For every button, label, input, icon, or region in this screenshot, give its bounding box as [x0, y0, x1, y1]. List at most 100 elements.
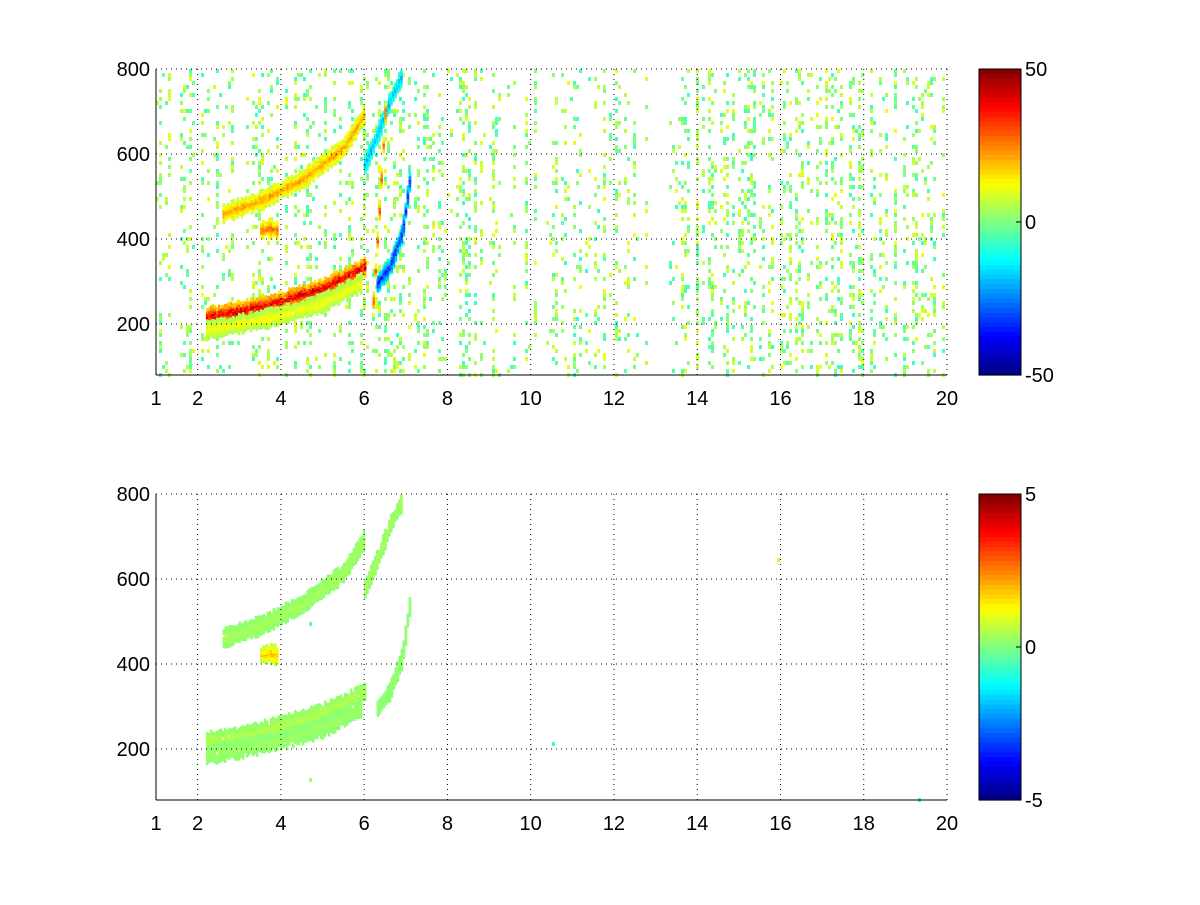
heatmap-cell — [894, 213, 897, 217]
heatmap-cell — [351, 201, 354, 205]
heatmap-cell — [525, 133, 528, 137]
heatmap-cell — [219, 325, 223, 330]
heatmap-cell — [341, 283, 345, 287]
heatmap-cell — [801, 185, 804, 189]
heatmap-cell — [711, 101, 714, 105]
heatmap-cell — [927, 345, 930, 349]
heatmap-cell — [852, 261, 855, 265]
heatmap-cell — [744, 217, 747, 221]
heatmap-cell — [297, 307, 301, 311]
heatmap-cell — [579, 149, 582, 153]
heatmap-cell — [348, 69, 351, 73]
heatmap-cell — [696, 205, 699, 209]
heatmap-cell — [858, 353, 861, 357]
heatmap-cell — [681, 77, 684, 81]
heatmap-cell — [294, 281, 297, 285]
heatmap-cell — [480, 77, 483, 81]
heatmap-cell — [684, 117, 687, 121]
heatmap-cell — [349, 264, 353, 268]
heatmap-cell — [303, 93, 306, 97]
heatmap-cell — [810, 349, 813, 353]
heatmap-cell — [348, 301, 351, 305]
heatmap-cell — [738, 149, 741, 153]
heatmap-cell — [276, 182, 280, 187]
heatmap-cell — [801, 313, 804, 317]
heatmap-cell — [468, 341, 471, 345]
heatmap-cell — [555, 241, 558, 245]
heatmap-cell — [441, 117, 444, 121]
heatmap-cell — [378, 169, 381, 173]
heatmap-cell — [555, 177, 558, 181]
heatmap-cell — [855, 245, 858, 249]
heatmap-cell — [942, 213, 945, 217]
heatmap-cell — [615, 265, 618, 269]
heatmap-cell — [726, 269, 729, 273]
heatmap-cell — [789, 353, 792, 357]
heatmap-cell — [894, 101, 897, 105]
heatmap-cell — [633, 365, 636, 369]
heatmap-cell — [807, 277, 810, 281]
heatmap-cell — [831, 245, 834, 249]
heatmap-cell — [807, 273, 810, 277]
heatmap-cell — [339, 161, 342, 165]
heatmap-cell — [831, 213, 834, 217]
heatmap-cell — [231, 297, 234, 301]
heatmap-cell — [241, 312, 245, 316]
heatmap-cell — [918, 313, 921, 317]
heatmap-cell — [603, 69, 606, 73]
heatmap-cell — [159, 97, 162, 101]
heatmap-cell — [286, 195, 290, 199]
heatmap-cell — [372, 229, 375, 233]
heatmap-cell — [942, 337, 945, 341]
heatmap-cell — [753, 305, 756, 309]
heatmap-cell — [573, 81, 576, 85]
heatmap-cell — [795, 289, 798, 293]
heatmap-cell — [825, 341, 828, 345]
heatmap-cell — [323, 291, 327, 295]
heatmap-cell — [852, 229, 855, 233]
heatmap-cell — [287, 315, 291, 319]
heatmap-cell — [283, 298, 287, 303]
heatmap-cell — [789, 101, 792, 105]
heatmap-cell — [300, 184, 304, 189]
heatmap-cell — [402, 345, 405, 349]
heatmap-cell — [861, 329, 864, 333]
heatmap-cell — [258, 149, 261, 153]
heatmap-cell — [261, 161, 264, 165]
heatmap-cell — [924, 237, 927, 241]
heatmap-cell — [396, 173, 399, 177]
heatmap-cell — [375, 305, 378, 309]
heatmap-cell — [239, 307, 243, 311]
heatmap-cell — [534, 333, 537, 337]
heatmap-cell — [204, 133, 207, 137]
heatmap-cell — [870, 265, 873, 269]
heatmap-cell — [762, 305, 765, 309]
heatmap-cell — [294, 345, 297, 349]
heatmap-cell — [912, 217, 915, 221]
heatmap-cell — [243, 301, 247, 306]
heatmap-cell — [384, 297, 387, 301]
heatmap-cell — [231, 109, 234, 113]
heatmap-cell — [387, 149, 390, 153]
heatmap-cell — [603, 253, 606, 257]
heatmap-cell — [615, 149, 618, 153]
heatmap-cell — [441, 337, 444, 341]
heatmap-cell — [768, 265, 771, 269]
heatmap-cell — [834, 193, 837, 197]
heatmap-cell — [930, 137, 933, 141]
heatmap-cell — [294, 121, 297, 125]
heatmap-cell — [347, 278, 351, 282]
heatmap-cell — [217, 327, 221, 332]
heatmap-cell — [387, 85, 390, 89]
heatmap-cell — [267, 349, 270, 353]
heatmap-cell — [259, 309, 263, 314]
heatmap-cell — [912, 157, 915, 161]
heatmap-cell — [291, 301, 295, 305]
heatmap-cell — [273, 361, 276, 365]
heatmap-cell — [180, 353, 183, 357]
heatmap-cell — [331, 280, 335, 285]
heatmap-cell — [324, 137, 327, 141]
heatmap-cell — [278, 183, 282, 187]
heatmap-cell — [492, 201, 495, 205]
